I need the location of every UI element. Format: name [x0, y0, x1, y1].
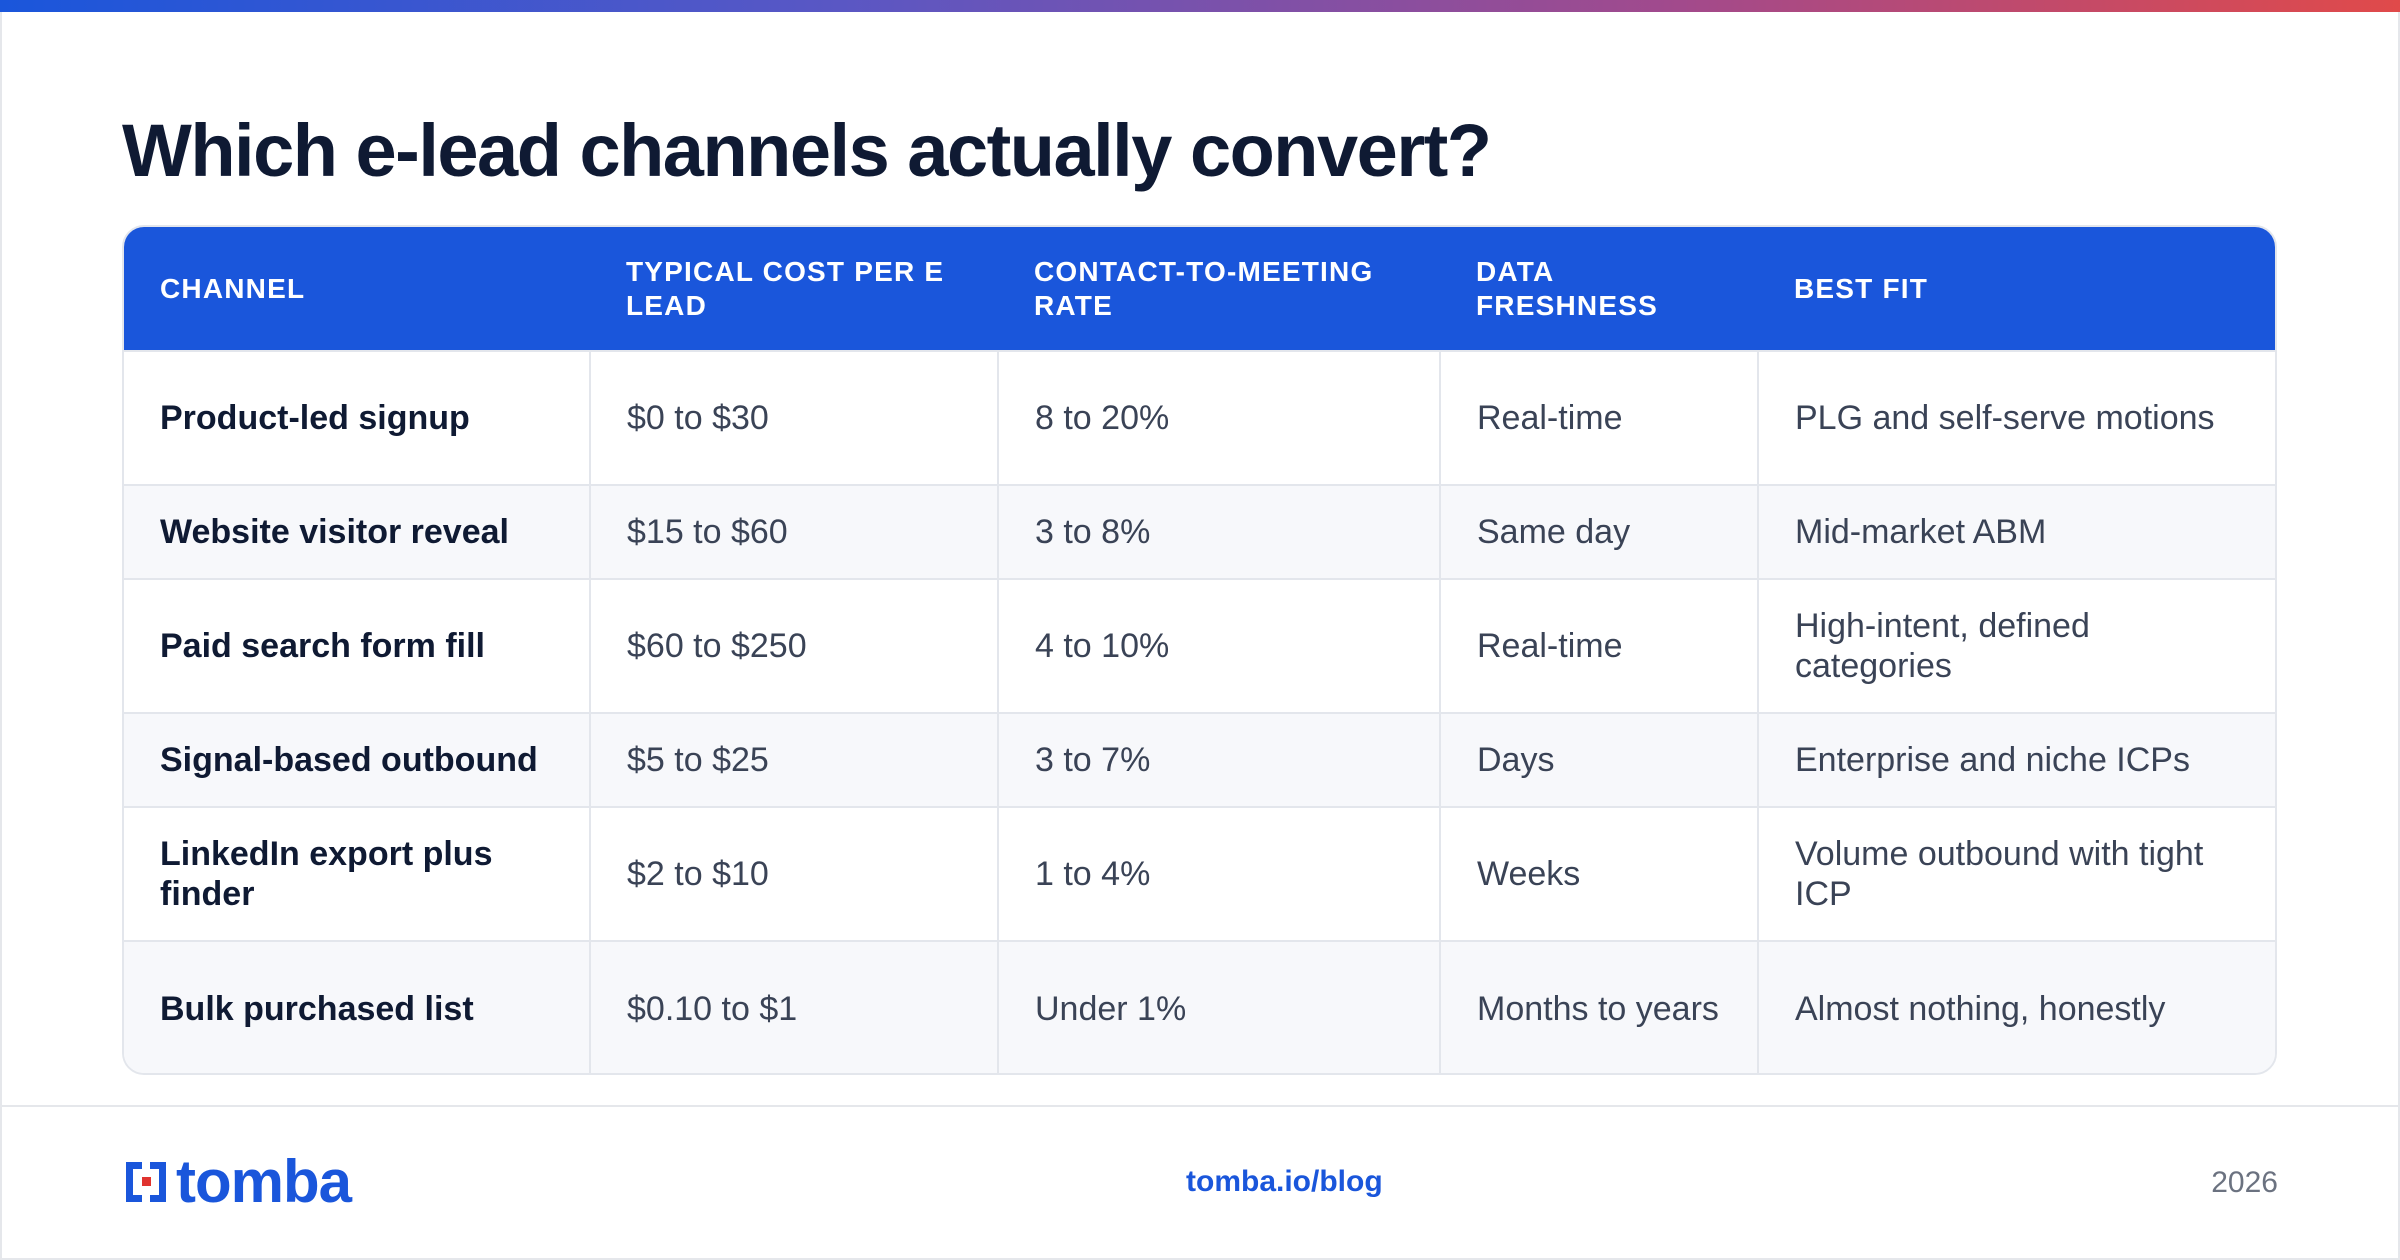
cell-rate: 1 to 4%: [997, 807, 1440, 941]
cell-best-fit: Volume outbound with tight ICP: [1757, 807, 2275, 941]
page-frame: [0, 12, 2400, 1260]
table-row: LinkedIn export plus finder $2 to $10 1 …: [124, 807, 2275, 941]
footer-divider: [2, 1105, 2398, 1107]
cell-rate: Under 1%: [997, 941, 1440, 1073]
cell-best-fit: High-intent, defined categories: [1757, 579, 2275, 713]
cell-channel: Paid search form fill: [160, 627, 485, 665]
cell-channel: Signal-based outbound: [160, 741, 538, 779]
tomba-logo[interactable]: tomba: [122, 1148, 352, 1215]
channels-table: CHANNEL TYPICAL COST PER E LEAD CONTACT-…: [124, 227, 2275, 1073]
cell-cost: $0 to $30: [589, 351, 998, 485]
cell-rate: 8 to 20%: [997, 351, 1440, 485]
header-meeting-rate: CONTACT-TO-MEETING RATE: [1034, 255, 1374, 321]
cell-cost: $2 to $10: [589, 807, 998, 941]
top-gradient-bar: [0, 0, 2400, 12]
cell-cost: $5 to $25: [589, 713, 998, 807]
cell-cost: $60 to $250: [589, 579, 998, 713]
cell-rate: 3 to 7%: [997, 713, 1440, 807]
logo-wordmark: tomba: [176, 1148, 352, 1215]
cell-best-fit: PLG and self-serve motions: [1757, 351, 2275, 485]
comparison-table-card: CHANNEL TYPICAL COST PER E LEAD CONTACT-…: [122, 225, 2277, 1075]
cell-channel: Bulk purchased list: [160, 989, 474, 1028]
cell-freshness: Real-time: [1439, 351, 1758, 485]
cell-freshness: Months to years: [1439, 941, 1758, 1073]
cell-cost: $0.10 to $1: [589, 941, 998, 1073]
table-row: Bulk purchased list $0.10 to $1 Under 1%…: [124, 941, 2275, 1073]
cell-cost: $15 to $60: [589, 485, 998, 579]
cell-channel: Website visitor reveal: [160, 513, 509, 551]
page-title: Which e-lead channels actually convert?: [122, 109, 1492, 192]
cell-channel: Product-led signup: [160, 399, 470, 437]
cell-freshness: Real-time: [1439, 579, 1758, 713]
table-row: Website visitor reveal $15 to $60 3 to 8…: [124, 485, 2275, 579]
tomba-logo-icon: [122, 1158, 170, 1206]
table-row: Paid search form fill $60 to $250 4 to 1…: [124, 579, 2275, 713]
cell-freshness: Days: [1439, 713, 1758, 807]
table-header-row: CHANNEL TYPICAL COST PER E LEAD CONTACT-…: [124, 227, 2275, 351]
header-channel: CHANNEL: [160, 272, 306, 304]
cell-best-fit: Almost nothing, honestly: [1757, 941, 2275, 1073]
footer-year: 2026: [2211, 1166, 2278, 1199]
cell-rate: 4 to 10%: [997, 579, 1440, 713]
header-cost-per-lead: TYPICAL COST PER E LEAD: [626, 255, 945, 321]
header-best-fit: BEST FIT: [1794, 272, 1929, 304]
table-row: Signal-based outbound $5 to $25 3 to 7% …: [124, 713, 2275, 807]
blog-link[interactable]: tomba.io/blog: [1186, 1165, 1383, 1198]
cell-best-fit: Mid-market ABM: [1757, 485, 2275, 579]
cell-channel: LinkedIn export plus finder: [160, 835, 493, 913]
table-row: Product-led signup $0 to $30 8 to 20% Re…: [124, 351, 2275, 485]
cell-freshness: Weeks: [1439, 807, 1758, 941]
cell-rate: 3 to 8%: [997, 485, 1440, 579]
header-data-freshness: DATA FRESHNESS: [1476, 255, 1658, 321]
cell-best-fit: Enterprise and niche ICPs: [1757, 713, 2275, 807]
cell-freshness: Same day: [1439, 485, 1758, 579]
